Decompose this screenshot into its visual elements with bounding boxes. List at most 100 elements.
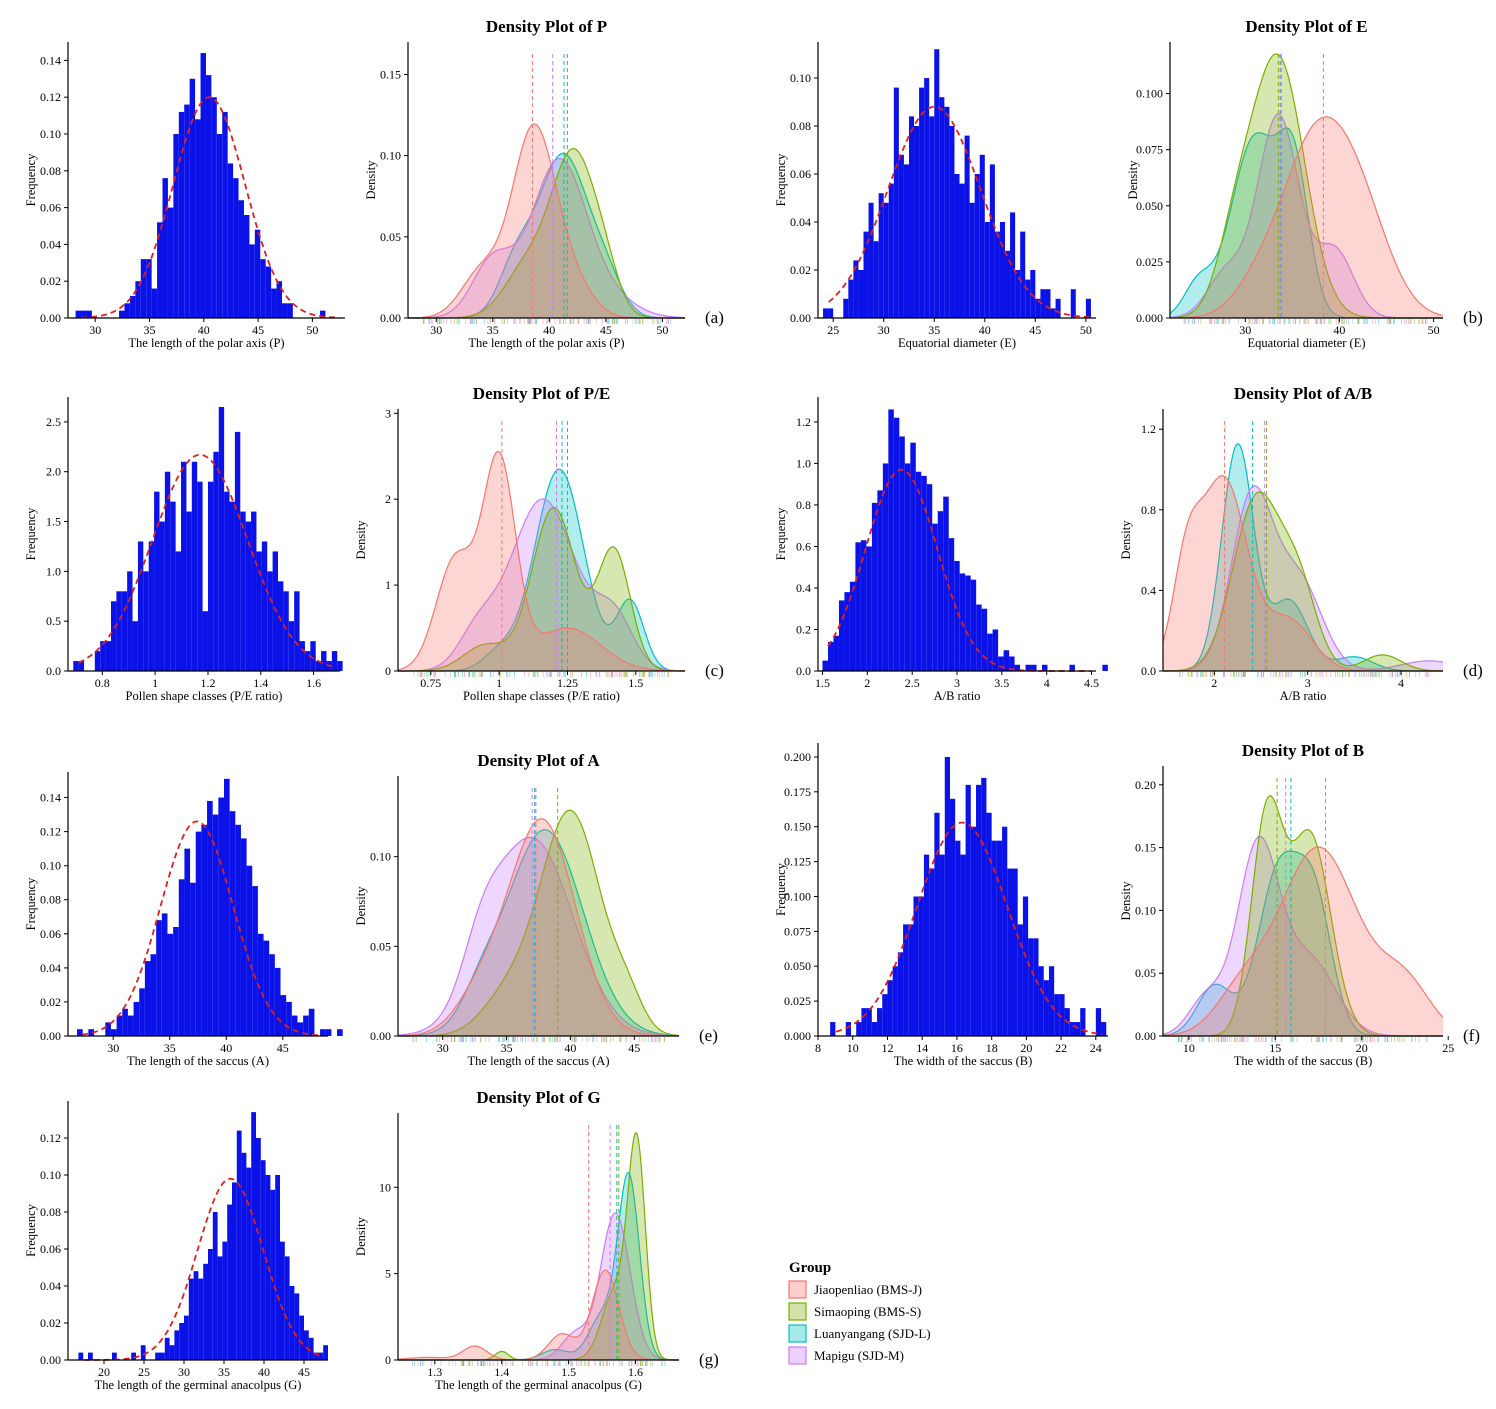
panel-tag: (b) xyxy=(1463,308,1483,327)
histogram-bar xyxy=(1020,231,1026,318)
histogram-bar xyxy=(939,854,945,1036)
histogram-bar xyxy=(903,924,909,1036)
y-tick-label: 0.050 xyxy=(1136,199,1163,213)
x-tick-label: 1.5 xyxy=(561,1365,576,1379)
histogram-bar xyxy=(178,879,185,1036)
x-tick-label: 2 xyxy=(1211,676,1217,690)
histogram-bar xyxy=(304,651,311,671)
histogram-bar xyxy=(241,1152,247,1360)
dens-B-panel: Density Plot of B (f) 0.00 0.05 0.10 0.15 0.20… xyxy=(1119,741,1480,1068)
y-tick-label: 0.12 xyxy=(40,825,61,839)
x-tick-label: 3 xyxy=(1305,676,1311,690)
histogram-bar xyxy=(861,1008,867,1036)
x-tick-label: 45 xyxy=(298,1365,310,1379)
histogram-bar xyxy=(148,541,155,671)
x-tick-label: 10 xyxy=(1183,1041,1195,1055)
histogram-bar xyxy=(216,134,223,318)
x-tick-label: 20 xyxy=(98,1365,110,1379)
x-tick-label: 45 xyxy=(628,1041,640,1055)
histogram-bar xyxy=(1031,664,1037,671)
histogram-bar xyxy=(150,954,157,1036)
histogram-bar xyxy=(871,1022,878,1036)
density-line-series-2 xyxy=(397,829,679,1037)
x-tick-label: 4 xyxy=(1398,676,1404,690)
legend-label: Mapigu (SJD-M) xyxy=(814,1348,904,1363)
histogram-bar xyxy=(129,295,136,318)
histogram-bar xyxy=(218,797,224,1036)
histogram-bar xyxy=(1025,664,1032,671)
x-tick-label: 18 xyxy=(986,1041,998,1055)
histogram-bar xyxy=(1033,938,1039,1036)
histogram-bar xyxy=(207,481,214,671)
legend-swatch xyxy=(788,1280,807,1299)
x-tick-label: 10 xyxy=(847,1041,859,1055)
density-line-series-1 xyxy=(1163,491,1443,672)
histogram-bar xyxy=(75,310,82,318)
histogram-bar xyxy=(146,259,152,318)
histogram-bar xyxy=(224,491,230,671)
histogram-bar xyxy=(133,1001,140,1036)
hist-A-panel: 0.00 0.02 0.04 0.06 0.08 0.10 0.12 0.14 30 35 40 45… xyxy=(24,772,343,1068)
histogram-bar xyxy=(888,409,894,671)
histogram-bar xyxy=(1069,1022,1076,1036)
x-axis-label: Pollen shape classes (P/E ratio) xyxy=(463,689,620,703)
y-tick-label: 0.04 xyxy=(790,215,811,229)
histogram-bar xyxy=(822,660,828,671)
histogram-bar xyxy=(1007,868,1013,1036)
x-tick-label: 16 xyxy=(951,1041,963,1055)
histogram-bar xyxy=(908,924,914,1036)
histogram-bar xyxy=(131,1352,136,1360)
y-axis-label: Density xyxy=(354,886,368,926)
histogram-bar xyxy=(112,1352,117,1360)
x-tick-label: 30 xyxy=(878,323,890,337)
histogram-bar xyxy=(299,1315,304,1360)
histogram-bar xyxy=(923,854,930,1036)
density-area-series-1 xyxy=(398,507,685,671)
histogram-bar xyxy=(887,980,893,1036)
histogram-bar xyxy=(337,661,343,671)
histogram-bar xyxy=(116,591,122,671)
histogram-bar xyxy=(73,661,79,671)
y-tick-label: 0.00 xyxy=(40,311,61,325)
histogram-bar xyxy=(974,174,980,318)
histogram-bar xyxy=(222,1241,228,1360)
histogram-bar xyxy=(1022,896,1029,1036)
histogram-bar xyxy=(899,436,905,671)
histogram-bar xyxy=(1050,308,1056,318)
density-line-series-1 xyxy=(398,809,680,1037)
x-tick-label: 1.6 xyxy=(628,1365,643,1379)
histogram-bar xyxy=(159,521,165,671)
y-tick-label: 0.075 xyxy=(784,924,811,938)
histogram-bar xyxy=(132,621,138,671)
x-tick-label: 1.5 xyxy=(628,676,643,690)
x-tick-label: 30 xyxy=(430,323,442,337)
histogram-bar xyxy=(121,591,128,671)
panel-tag: (a) xyxy=(705,308,724,327)
y-tick-label: 1.5 xyxy=(46,515,61,529)
histogram-bar xyxy=(235,824,241,1036)
histogram-bar xyxy=(283,591,289,671)
histogram-bar xyxy=(137,541,144,671)
x-tick-label: 40 xyxy=(220,1041,232,1055)
chart-title: Density Plot of P xyxy=(486,17,607,36)
histogram-bar xyxy=(868,202,874,318)
y-tick-label: 0.10 xyxy=(380,149,401,163)
x-tick-label: 0.75 xyxy=(420,676,441,690)
y-tick-label: 0.06 xyxy=(40,927,61,941)
x-tick-label: 30 xyxy=(89,323,101,337)
histogram-bar xyxy=(877,1008,883,1036)
normal-curve xyxy=(82,820,323,1037)
x-axis-label: The length of the polar axis (P) xyxy=(468,336,624,350)
histogram-bar xyxy=(144,961,151,1036)
y-tick-label: 0.08 xyxy=(790,119,811,133)
y-tick-label: 1.2 xyxy=(1141,422,1156,436)
histogram-bar xyxy=(240,511,246,671)
histogram-bar xyxy=(139,988,145,1036)
x-tick-label: 1.6 xyxy=(306,676,321,690)
histogram-bar xyxy=(201,824,208,1036)
histogram-bar xyxy=(996,840,1003,1036)
y-tick-label: 10 xyxy=(379,1180,391,1194)
histogram-bar xyxy=(1102,664,1108,671)
histogram-bar xyxy=(1014,664,1021,671)
